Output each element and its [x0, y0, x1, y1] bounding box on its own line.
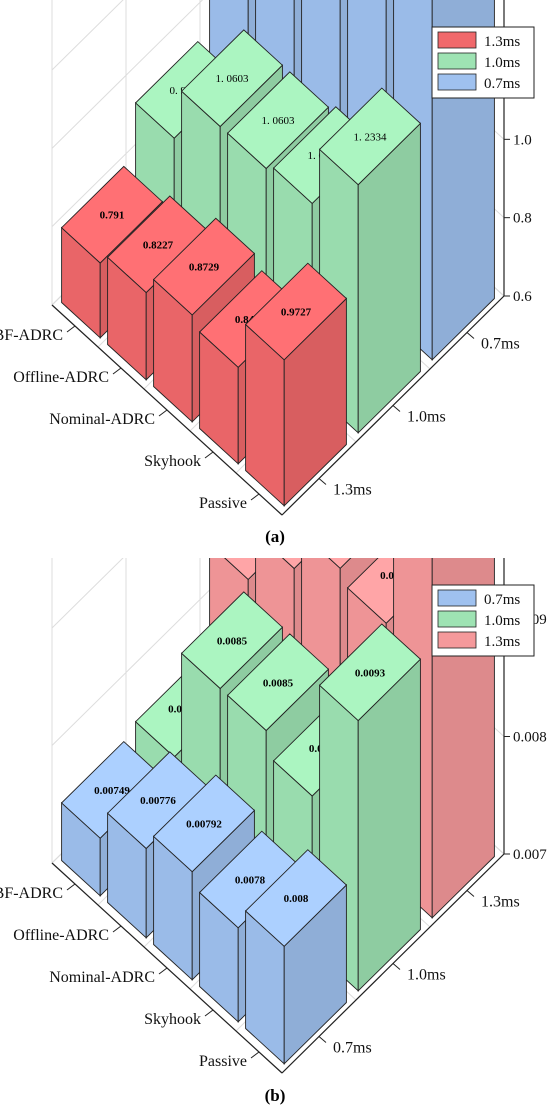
- chart-1-category-label: Nominal-ADRC: [49, 969, 155, 986]
- bar-top: [244, 262, 348, 361]
- bar-value-label: 0.0093: [355, 667, 386, 679]
- chart-0-series-label: 1.0ms: [407, 409, 446, 426]
- bar-top: [318, 87, 422, 186]
- caption-a: (a): [0, 527, 550, 547]
- chart-1-series-label: 1.3ms: [481, 894, 520, 911]
- chart-0-ztick-label: 1.0: [513, 132, 532, 148]
- legend-swatch: [437, 610, 477, 628]
- bar-top: [180, 591, 284, 690]
- legend-swatch: [437, 73, 477, 91]
- bar-value-label: 0.00776: [140, 795, 176, 807]
- legend-swatch: [437, 31, 477, 49]
- chart-1-category-label: Offline-ADRC: [13, 927, 109, 944]
- bar-top: [226, 633, 330, 732]
- chart-1-series-label: 0.7ms: [333, 1040, 372, 1057]
- bar-top: [282, 558, 306, 570]
- bar: 0.9727: [244, 262, 348, 507]
- chart-1-legend: 0.7ms 1.0ms 1.3ms: [431, 584, 535, 657]
- bar-top: [180, 29, 284, 128]
- chart-0-category-label: Offline-ADRC: [13, 369, 109, 386]
- chart-0-category-label: Passive: [199, 495, 247, 512]
- chart-1-series-label: 1.0ms: [407, 967, 446, 984]
- bar-value-label: 1. 0603: [216, 73, 250, 85]
- bar-value-label: 0.0085: [263, 677, 294, 689]
- chart-0-series-label: 1.3ms: [333, 482, 372, 499]
- legend-label: 0.7ms: [484, 592, 520, 608]
- bar-value-label: 0.791: [100, 210, 125, 222]
- bar-value-label: 0.00792: [186, 818, 222, 830]
- caption-a-text: (a): [265, 527, 285, 546]
- legend-label: 1.3ms: [484, 34, 520, 50]
- legend-label: 1.3ms: [484, 634, 520, 650]
- chart-a-svg: 0.60.81.01.21.41.61.8RMS of Vibration Ac…: [0, 0, 535, 516]
- bar-value-label: 0.008: [284, 893, 309, 905]
- chart-0-ztick-label: 0.8: [513, 211, 532, 227]
- bar: 0.008: [244, 849, 348, 1065]
- caption-b: (b): [0, 1086, 550, 1106]
- bar-value-label: 1. 2334: [354, 131, 388, 143]
- bar-value-label: 0.0085: [217, 635, 248, 647]
- bar-top: [318, 623, 422, 722]
- chart-0-category-label: Nominal-ADRC: [49, 411, 155, 428]
- chart-0-series-label: 0.7ms: [481, 336, 520, 353]
- chart-0-legend: 1.3ms 1.0ms 0.7ms: [431, 26, 535, 99]
- legend-swatch: [437, 631, 477, 649]
- legend-label: 1.0ms: [484, 55, 520, 71]
- bar-top: [328, 558, 352, 569]
- bar-top: [226, 71, 330, 170]
- bar-top: [60, 165, 164, 264]
- bar-value-label: 0.8729: [189, 262, 220, 274]
- bar-value-label: 0.00749: [94, 785, 130, 797]
- caption-b-text: (b): [264, 1086, 286, 1105]
- chart-0-category-label: RBF-ADRC: [0, 327, 63, 344]
- chart-1-category-label: RBF-ADRC: [0, 885, 63, 902]
- chart-1-ztick-label: 0.008: [513, 730, 547, 746]
- chart-a: 0.60.81.01.21.41.61.8RMS of Vibration Ac…: [0, 0, 550, 520]
- bar-value-label: 1. 0603: [262, 115, 296, 127]
- bar-value-label: 0.9727: [281, 307, 312, 319]
- bar-top: [152, 217, 256, 316]
- bar-top: [152, 774, 256, 873]
- chart-1-ztick-label: 0.007: [513, 847, 547, 863]
- chart-0-category-label: Skyhook: [144, 453, 201, 470]
- legend-label: 0.7ms: [484, 76, 520, 92]
- legend-swatch: [437, 52, 477, 70]
- legend-label: 1.0ms: [484, 613, 520, 629]
- chart-1-category-label: Skyhook: [144, 1011, 201, 1028]
- chart-0-ztick-label: 0.6: [513, 289, 532, 305]
- bar-value-label: 0.0078: [235, 875, 266, 887]
- chart-1-category-label: Passive: [199, 1053, 247, 1070]
- legend-swatch: [437, 589, 477, 607]
- bar-top: [244, 849, 348, 947]
- bar-value-label: 0.8227: [143, 239, 174, 251]
